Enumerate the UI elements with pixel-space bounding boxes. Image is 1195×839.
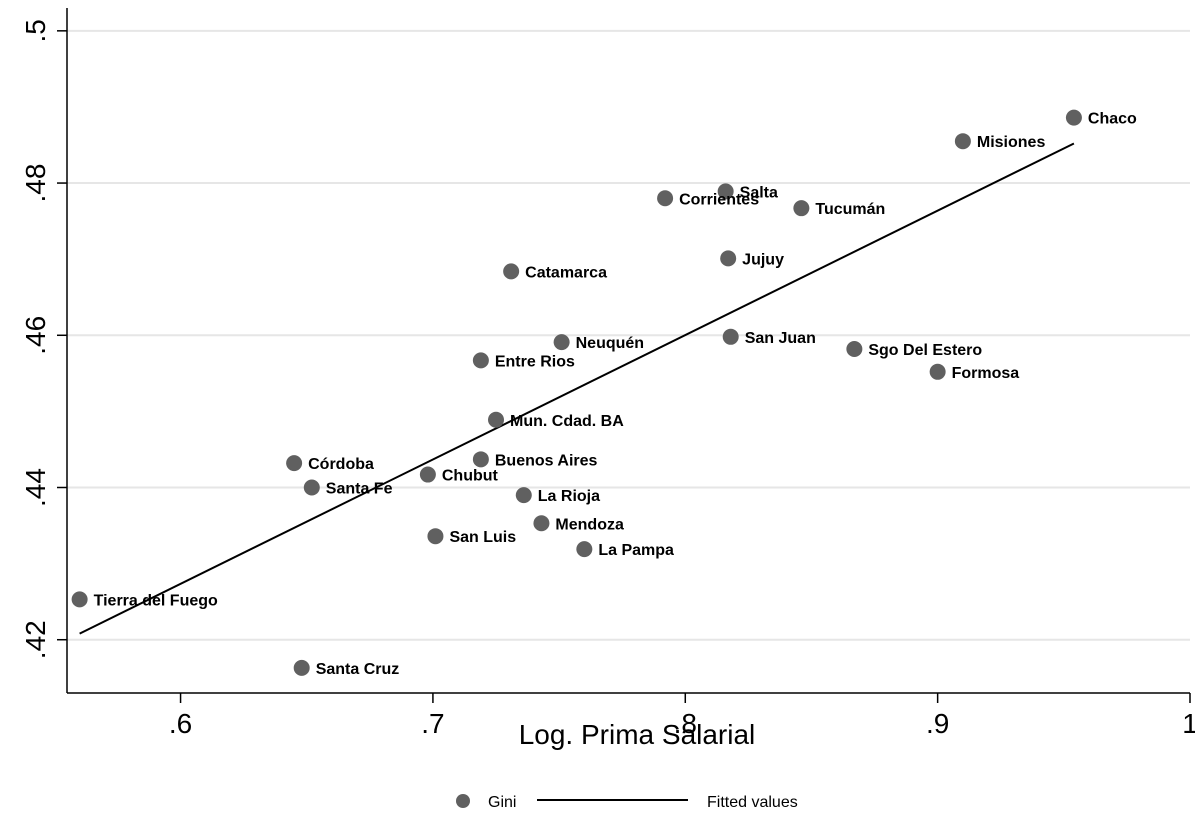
- point-la-rioja: [515, 487, 532, 504]
- point-label-cordoba: Córdoba: [308, 456, 374, 473]
- point-tierra-del-fuego: [71, 591, 88, 608]
- point-label-entre-rios: Entre Rios: [495, 353, 575, 370]
- point-catamarca: [503, 263, 520, 280]
- legend-label-gini: Gini: [488, 794, 516, 811]
- point-jujuy: [720, 250, 737, 267]
- point-label-jujuy: Jujuy: [742, 251, 784, 268]
- legend-label-fitted: Fitted values: [707, 794, 798, 811]
- y-tick-label: .48: [20, 164, 51, 203]
- point-san-juan: [722, 328, 739, 345]
- point-label-san-luis: San Luis: [449, 529, 516, 546]
- x-tick-label: .7: [421, 708, 444, 739]
- point-cordoba: [286, 455, 303, 472]
- point-label-chubut: Chubut: [442, 468, 499, 485]
- fitted-values-line: [79, 142, 1075, 635]
- x-tick-label: .8: [674, 708, 697, 739]
- point-sgo-del-estero: [846, 340, 863, 357]
- point-label-corrientes: Corrientes: [679, 191, 759, 208]
- legend-marker-gini: [456, 794, 470, 808]
- legend: Gini Fitted values: [456, 794, 798, 811]
- point-la-pampa: [576, 541, 593, 558]
- y-tick-label: .42: [20, 620, 51, 659]
- point-label-santa-cruz: Santa Cruz: [316, 661, 400, 678]
- point-label-misiones: Misiones: [977, 134, 1046, 151]
- point-label-tucuman: Tucumán: [815, 201, 885, 218]
- point-tucuman: [793, 200, 810, 217]
- point-label-chaco: Chaco: [1088, 111, 1137, 128]
- point-label-mendoza: Mendoza: [555, 516, 624, 533]
- point-mun-cdad-ba: [488, 411, 505, 428]
- point-label-tierra-del-fuego: Tierra del Fuego: [94, 592, 218, 609]
- axes: .42 .44 .46 .48 .5 .6 .7 .8 .9 1: [20, 8, 1195, 739]
- point-santa-fe: [303, 479, 320, 496]
- point-chaco: [1065, 109, 1082, 126]
- gridlines: [67, 29, 1190, 641]
- point-label-sgo-del-estero: Sgo Del Estero: [868, 342, 982, 359]
- x-tick-label: .9: [926, 708, 949, 739]
- point-label-catamarca: Catamarca: [525, 264, 607, 281]
- point-label-la-rioja: La Rioja: [538, 488, 600, 505]
- point-label-salta: Salta: [740, 184, 778, 201]
- y-tick-label: .5: [20, 19, 51, 42]
- points-layer: [71, 109, 1082, 676]
- fitted-line-layer: [79, 142, 1075, 635]
- point-label-buenos-aires: Buenos Aires: [495, 452, 598, 469]
- point-santa-cruz: [293, 659, 310, 676]
- x-axis-title: Log. Prima Salarial: [519, 719, 756, 750]
- point-misiones: [954, 133, 971, 150]
- point-entre-rios: [472, 352, 489, 369]
- y-tick-label: .44: [20, 468, 51, 507]
- point-san-luis: [427, 528, 444, 545]
- point-salta: [717, 183, 734, 200]
- point-label-santa-fe: Santa Fe: [326, 481, 393, 498]
- point-buenos-aires: [472, 451, 489, 468]
- x-tick-label: .6: [169, 708, 192, 739]
- point-neuquen: [553, 334, 570, 351]
- point-mendoza: [533, 515, 550, 532]
- x-tick-label: 1: [1182, 708, 1195, 739]
- point-corrientes: [657, 190, 674, 207]
- point-label-mun-cdad-ba: Mun. Cdad. BA: [510, 413, 624, 430]
- y-tick-label: .46: [20, 316, 51, 355]
- point-label-formosa: Formosa: [952, 365, 1020, 382]
- point-chubut: [419, 466, 436, 483]
- point-label-neuquen: Neuquén: [576, 335, 644, 352]
- point-label-san-juan: San Juan: [745, 330, 816, 347]
- point-label-la-pampa: La Pampa: [598, 542, 674, 559]
- point-formosa: [929, 363, 946, 380]
